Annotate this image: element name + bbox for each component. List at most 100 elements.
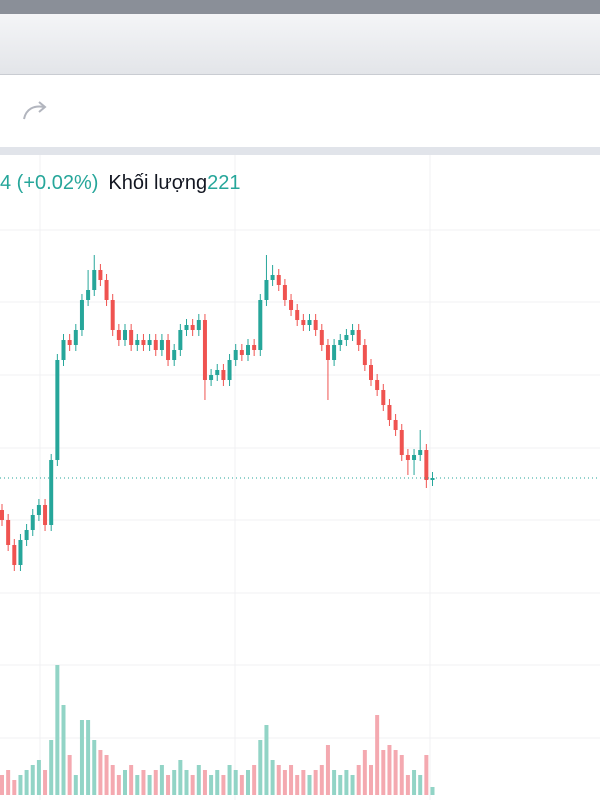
candle-body	[67, 340, 72, 345]
candle-body	[362, 345, 367, 365]
volume-bar	[332, 770, 337, 795]
candle-body	[270, 275, 275, 280]
candle-body	[73, 330, 78, 345]
volume-bar	[98, 750, 103, 795]
volume-bar	[215, 770, 220, 795]
volume-label: Khối lượng	[108, 172, 208, 194]
volume-bar	[129, 765, 134, 795]
candle-body	[190, 325, 195, 330]
volume-bar	[369, 765, 373, 795]
candle-body	[369, 365, 373, 380]
candle-body	[325, 345, 330, 360]
volume-bar	[233, 770, 238, 795]
volume-bar	[301, 770, 306, 795]
volume-bar	[178, 760, 183, 795]
volume-bar	[270, 760, 275, 795]
candle-body	[319, 330, 324, 345]
volume-bar	[393, 750, 398, 795]
volume-bar	[209, 775, 214, 795]
volume-bar	[252, 765, 257, 795]
volume-bar	[55, 665, 60, 795]
volume-bar	[405, 775, 410, 795]
toolbar	[0, 75, 600, 147]
candle-body	[289, 300, 294, 310]
candle-body	[282, 285, 287, 300]
candle-body	[43, 505, 48, 525]
candle-body	[159, 340, 164, 350]
volume-bar	[18, 775, 23, 795]
volume-bar	[375, 715, 380, 795]
volume-bar	[276, 765, 281, 795]
volume-bar	[227, 765, 232, 795]
candle-body	[276, 275, 281, 285]
candle-body	[264, 280, 269, 300]
candle-body	[123, 330, 127, 340]
candle-body	[86, 290, 91, 300]
candle-body	[104, 280, 109, 300]
volume-value: 221	[207, 172, 241, 194]
candle-body	[24, 530, 29, 540]
candle-body	[6, 520, 11, 545]
candle-body	[141, 340, 146, 345]
redo-button[interactable]	[18, 93, 58, 133]
candle-body	[18, 540, 23, 565]
candle-body	[196, 320, 201, 330]
volume-bar	[104, 755, 109, 795]
volume-bar	[362, 750, 367, 795]
candle-body	[295, 310, 300, 320]
volume-bar	[350, 775, 355, 795]
candle-body	[430, 478, 435, 480]
candle-body	[418, 450, 423, 455]
volume-bar	[166, 775, 171, 795]
candle-body	[424, 450, 429, 480]
candle-body	[332, 345, 337, 360]
volume-bar	[313, 770, 318, 795]
volume-bar	[30, 765, 35, 795]
volume-bar	[418, 775, 423, 795]
candle-body	[301, 320, 306, 325]
candle-body	[116, 330, 121, 340]
volume-bar	[289, 765, 294, 795]
volume-bar	[239, 775, 244, 795]
candle-body	[30, 515, 35, 530]
candle-body	[227, 360, 232, 380]
volume-bar	[307, 775, 312, 795]
candle-body	[147, 340, 152, 345]
volume-bar	[79, 720, 84, 795]
candle-body	[405, 455, 410, 460]
volume-bar	[196, 765, 201, 795]
separator	[0, 147, 600, 155]
candle-body	[356, 330, 361, 345]
volume-bar	[246, 770, 250, 795]
volume-bar	[153, 770, 158, 795]
candle-body	[172, 350, 177, 360]
volume-bar	[221, 775, 226, 795]
volume-bar	[264, 725, 269, 795]
candle-body	[338, 340, 343, 345]
candle-body	[233, 350, 238, 360]
candle-body	[79, 300, 84, 330]
candle-body	[61, 340, 66, 360]
candle-body	[49, 460, 54, 525]
volume-bar	[116, 775, 121, 795]
candle-body	[252, 345, 257, 350]
volume-bar	[61, 705, 66, 795]
candle-body	[202, 320, 207, 380]
legend: 4 (+0.02%) Khối lượng221	[0, 172, 241, 195]
volume-bar	[6, 770, 11, 795]
volume-bar	[0, 775, 4, 795]
volume-bar	[399, 755, 404, 795]
volume-bar	[135, 775, 140, 795]
window-bar	[0, 0, 600, 14]
candle-body	[246, 345, 250, 355]
candle-body	[307, 320, 312, 325]
volume-bar	[190, 775, 195, 795]
volume-bar	[123, 770, 127, 795]
volume-bar	[202, 770, 207, 795]
candle-body	[399, 430, 404, 455]
candle-body	[98, 270, 103, 280]
candle-body	[0, 510, 4, 520]
price-change: 4 (+0.02%)	[0, 172, 99, 194]
